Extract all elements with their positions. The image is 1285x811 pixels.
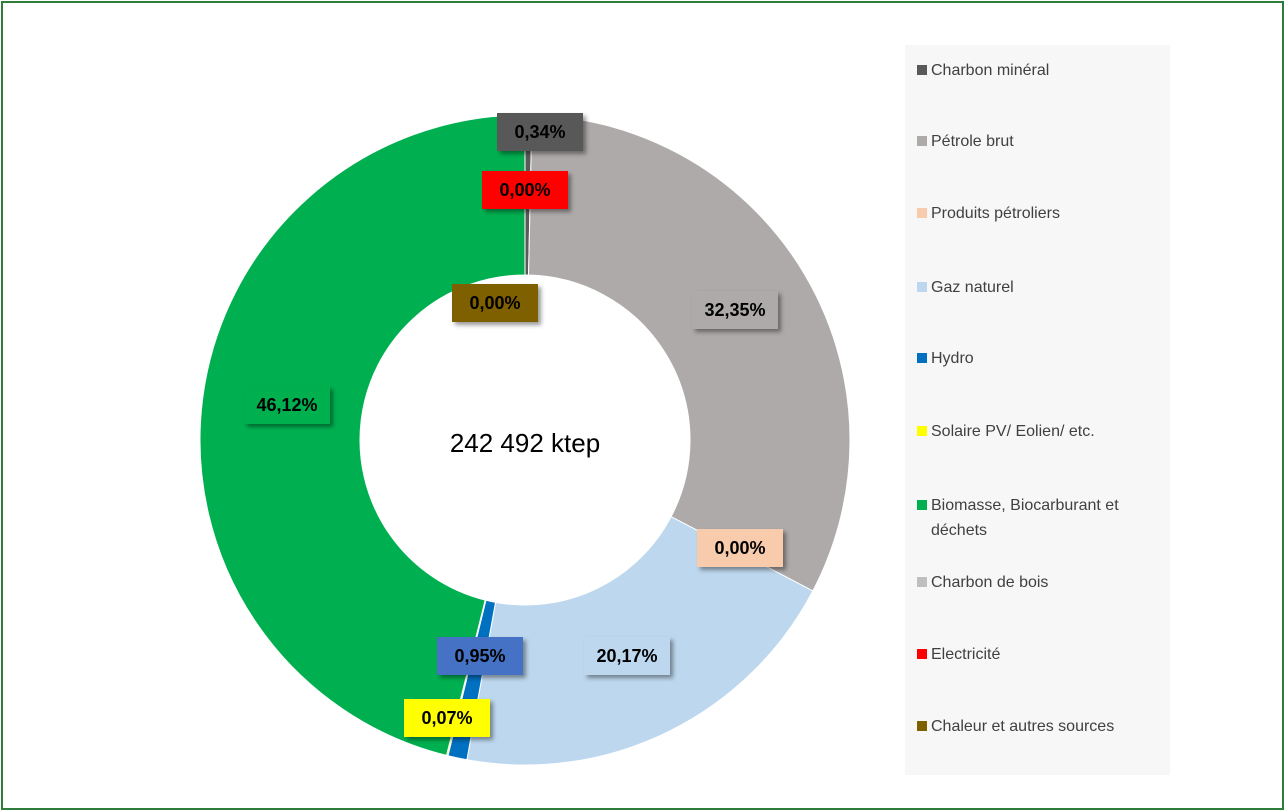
legend-swatch xyxy=(917,649,927,659)
legend-label: Hydro xyxy=(931,350,974,367)
legend-label: Solaire PV/ Eolien/ etc. xyxy=(931,423,1095,440)
legend-swatch xyxy=(917,136,927,146)
legend-label: Pétrole brut xyxy=(931,133,1014,150)
legend-swatch xyxy=(917,426,927,436)
data-label: 0,00% xyxy=(452,284,538,322)
data-label-box xyxy=(497,113,583,151)
legend-label: Produits pétroliers xyxy=(931,205,1060,222)
legend-swatch xyxy=(917,721,927,731)
data-label-text: 46,12% xyxy=(256,395,317,415)
data-label-box xyxy=(584,637,670,675)
data-label-box xyxy=(482,171,568,209)
data-label-box xyxy=(692,291,778,329)
data-label-box xyxy=(404,699,490,737)
donut-slice xyxy=(199,114,526,756)
data-label: 0,34% xyxy=(497,113,583,151)
data-label: 0,00% xyxy=(697,529,783,567)
data-label-text: 0,07% xyxy=(421,708,472,728)
data-label-text: 0,34% xyxy=(514,122,565,142)
legend-label: Chaleur et autres sources xyxy=(931,718,1115,735)
data-label: 0,00% xyxy=(482,171,568,209)
legend-item: Electricité xyxy=(917,642,1157,667)
data-label-text: 0,00% xyxy=(469,293,520,313)
legend-item: Chaleur et autres sources xyxy=(917,714,1157,739)
legend-label: Electricité xyxy=(931,646,1001,663)
legend: Charbon minéral Pétrole brut Produits pétr… xyxy=(905,45,1170,775)
legend-swatch xyxy=(917,208,927,218)
data-label-text: 0,00% xyxy=(714,538,765,558)
legend-item: Solaire PV/ Eolien/ etc. xyxy=(917,419,1157,444)
data-label: 46,12% xyxy=(244,386,330,424)
data-label-box xyxy=(452,284,538,322)
legend-item: Produits pétroliers xyxy=(917,201,1157,226)
legend-label: Biomasse, Biocarburant et déchets xyxy=(931,497,1119,539)
legend-item: Hydro xyxy=(917,346,1157,371)
data-label-text: 0,95% xyxy=(454,646,505,666)
legend-label: Charbon minéral xyxy=(931,62,1050,79)
data-label: 32,35% xyxy=(692,291,778,329)
legend-item: Biomasse, Biocarburant et déchets xyxy=(917,493,1157,543)
legend-item: Charbon minéral xyxy=(917,58,1157,83)
data-label: 0,07% xyxy=(404,699,490,737)
legend-item: Gaz naturel xyxy=(917,275,1157,300)
data-label-box xyxy=(437,637,523,675)
data-label: 0,95% xyxy=(437,637,523,675)
legend-swatch xyxy=(917,353,927,363)
donut-slice xyxy=(528,114,851,592)
legend-item: Pétrole brut xyxy=(917,129,1157,154)
legend-swatch xyxy=(917,500,927,510)
data-label-box xyxy=(244,386,330,424)
center-annotation: 242 492 ktep xyxy=(450,428,600,458)
data-label: 20,17% xyxy=(584,637,670,675)
legend-label: Charbon de bois xyxy=(931,574,1049,591)
data-label-text: 0,00% xyxy=(499,180,550,200)
legend-swatch xyxy=(917,577,927,587)
data-label-text: 20,17% xyxy=(596,646,657,666)
legend-swatch xyxy=(917,65,927,75)
data-label-box xyxy=(697,529,783,567)
legend-item: Charbon de bois xyxy=(917,570,1157,595)
legend-swatch xyxy=(917,282,927,292)
legend-label: Gaz naturel xyxy=(931,279,1014,296)
data-label-text: 32,35% xyxy=(704,300,765,320)
